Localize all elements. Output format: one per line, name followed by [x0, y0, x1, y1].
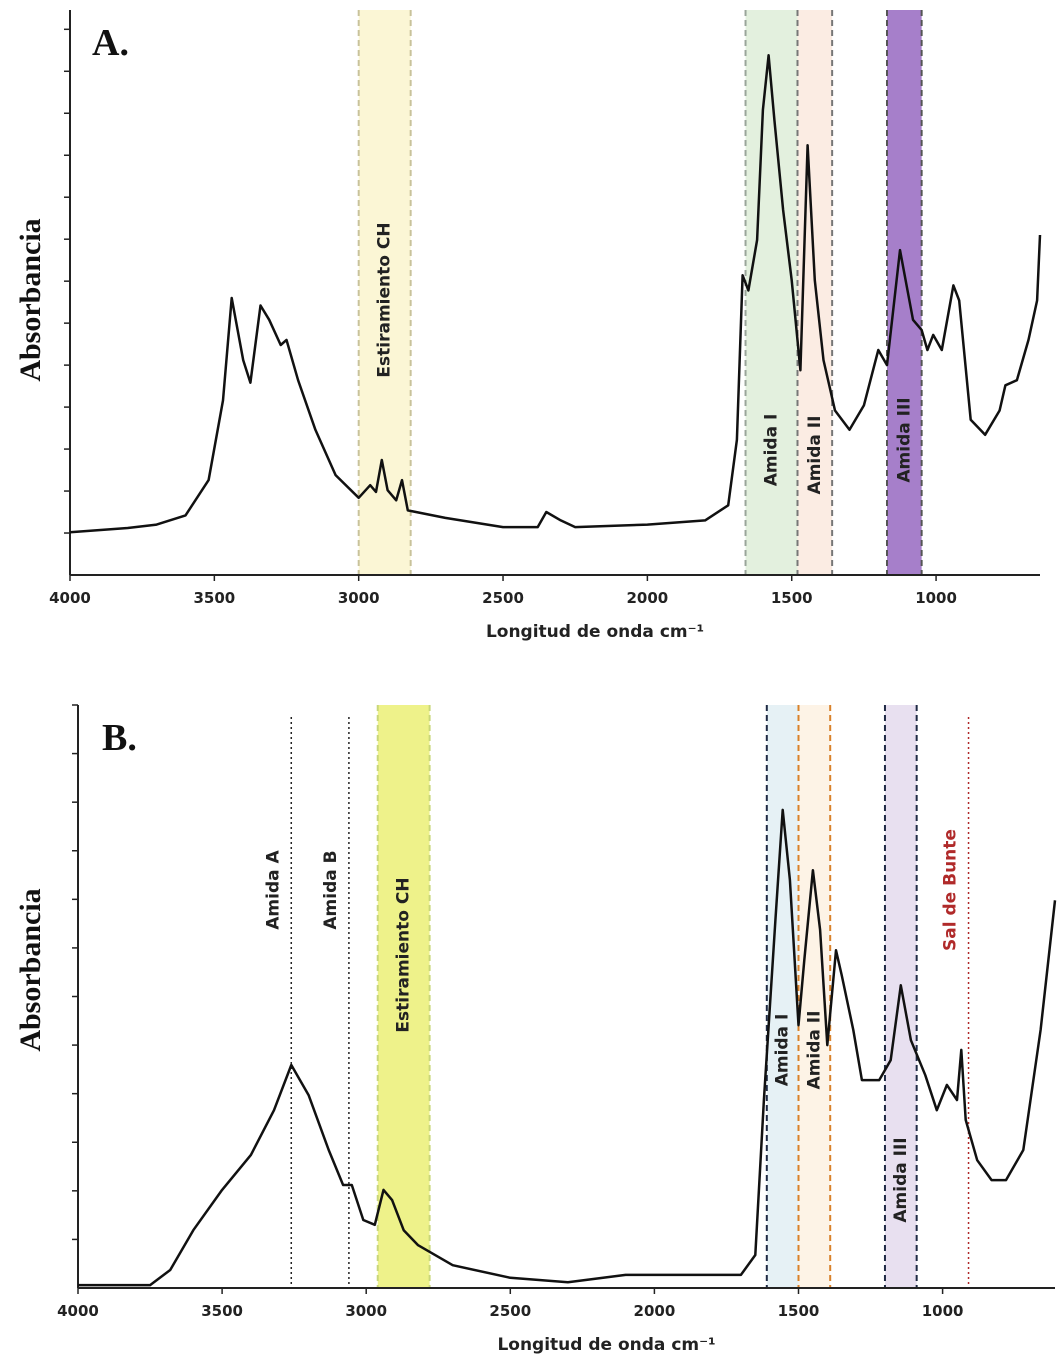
y-axis-title: Absorbancia [14, 888, 47, 1051]
band-label: Amida III [894, 397, 914, 482]
x-tick-label: 3000 [345, 1302, 387, 1320]
band-label: Estiramiento CH [394, 877, 414, 1032]
band-label: Amida III [891, 1137, 911, 1222]
band-label: Amida II [804, 1011, 824, 1090]
marker-label: Amida A [263, 849, 283, 929]
marker-label: Amida B [321, 850, 341, 929]
x-tick-label: 2000 [627, 589, 669, 607]
band-label: Estiramiento CH [375, 222, 395, 377]
x-tick-label: 3500 [201, 1302, 243, 1320]
band [886, 10, 922, 575]
band-label: Amida II [805, 416, 825, 495]
x-tick-label: 1500 [778, 1302, 820, 1320]
band-label: Amida I [773, 1014, 793, 1087]
panel-label: B. [102, 717, 137, 759]
x-tick-label: 1000 [922, 1302, 964, 1320]
x-tick-label: 3000 [338, 589, 380, 607]
spectrum-line [78, 808, 1057, 1287]
x-tick-label: 1500 [771, 589, 813, 607]
x-tick-label: 3500 [193, 589, 235, 607]
x-tick-label: 2500 [489, 1302, 531, 1320]
x-tick-label: 1000 [915, 589, 957, 607]
y-axis-title: Absorbancia [14, 218, 47, 381]
band [745, 10, 798, 575]
band-label: Amida I [762, 414, 782, 487]
band [884, 705, 917, 1288]
x-axis-title: Longitud de onda cm⁻¹ [497, 1335, 715, 1355]
x-tick-label: 2000 [634, 1302, 676, 1320]
band [766, 705, 799, 1288]
spectrum-line [69, 54, 1042, 534]
marker-label: Sal de Bunte [941, 829, 961, 951]
panel-label: A. [92, 22, 129, 64]
band [377, 705, 430, 1288]
x-tick-label: 2500 [482, 589, 524, 607]
x-tick-label: 4000 [49, 589, 91, 607]
x-tick-label: 4000 [57, 1302, 99, 1320]
x-axis-title: Longitud de onda cm⁻¹ [486, 622, 704, 642]
